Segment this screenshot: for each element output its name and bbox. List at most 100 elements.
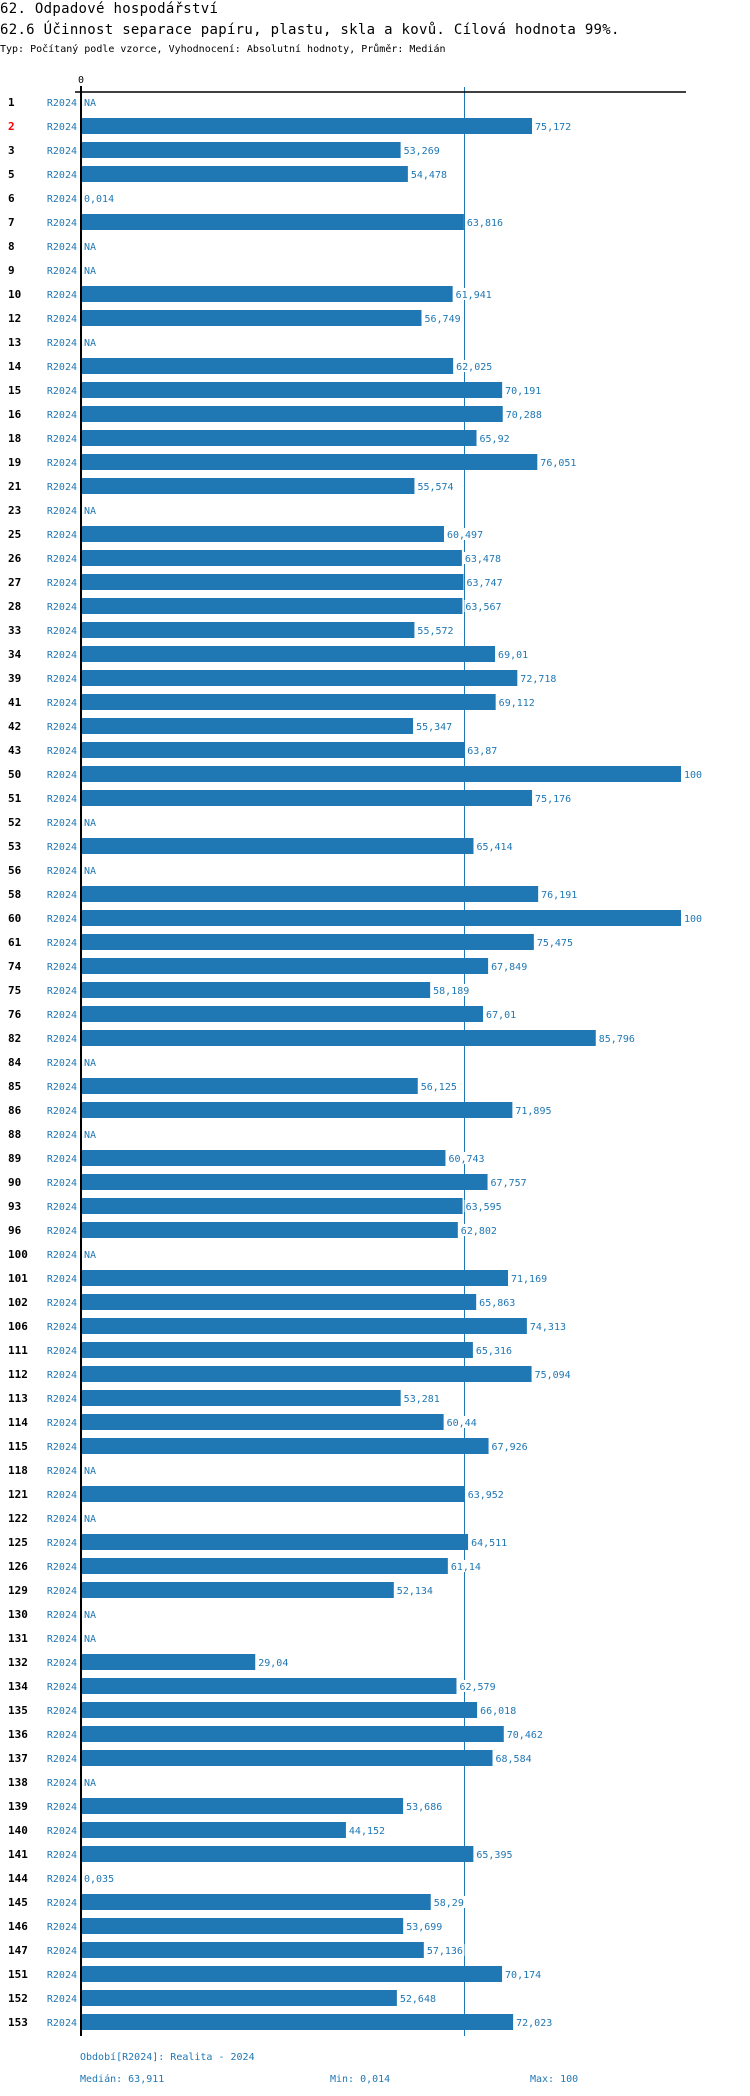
- value-label-bg: [475, 1848, 514, 1860]
- bar: [82, 1726, 504, 1742]
- category-label: 82: [8, 1032, 21, 1045]
- value-label: 69,112: [499, 698, 535, 709]
- bar: [82, 1174, 488, 1190]
- bar: [82, 790, 533, 806]
- category-label: 96: [8, 1224, 22, 1237]
- bar: [82, 1822, 346, 1838]
- bar: [82, 1414, 444, 1430]
- period-label: R2024: [47, 770, 77, 781]
- category-label: 146: [8, 1920, 28, 1933]
- value-label: 58,29: [434, 1898, 464, 1909]
- category-label: 74: [8, 960, 22, 973]
- category-label: 121: [8, 1488, 28, 1501]
- value-label-bg: [597, 1032, 637, 1044]
- category-label: 27: [8, 576, 21, 589]
- bar: [82, 838, 474, 854]
- value-label: 68,584: [496, 1754, 532, 1765]
- category-label: 137: [8, 1752, 28, 1765]
- period-label: R2024: [47, 1346, 77, 1357]
- bar: [82, 574, 464, 590]
- bar: [82, 958, 489, 974]
- period-label: R2024: [47, 530, 77, 541]
- period-label: R2024: [47, 1178, 77, 1189]
- bar: [82, 1918, 404, 1934]
- value-label-bg: [409, 168, 449, 180]
- category-label: 76: [8, 1008, 22, 1021]
- period-label: R2024: [47, 1562, 77, 1573]
- period-label: R2024: [47, 1058, 77, 1069]
- bar: [82, 310, 422, 326]
- bar: [82, 214, 464, 230]
- period-label: R2024: [47, 1370, 77, 1381]
- value-label-bg: [432, 984, 471, 996]
- value-label-bg: [478, 1296, 517, 1308]
- category-label: 111: [8, 1344, 28, 1357]
- value-label-bg: [83, 336, 98, 348]
- category-label: 89: [8, 1152, 21, 1165]
- period-label: R2024: [47, 1682, 77, 1693]
- value-label-bg: [83, 240, 98, 252]
- period-label: R2024: [47, 1130, 77, 1141]
- bar: [82, 1006, 484, 1022]
- value-label-bg: [257, 1656, 290, 1668]
- bar: [82, 1366, 532, 1382]
- value-label: 65,863: [479, 1298, 515, 1309]
- value-label-bg: [474, 1344, 514, 1356]
- period-label: R2024: [47, 674, 77, 685]
- value-label: 63,87: [467, 746, 497, 757]
- category-label: 152: [8, 1992, 28, 2005]
- value-label-bg: [519, 672, 558, 684]
- period-label: R2024: [47, 194, 77, 205]
- category-label: 21: [8, 480, 22, 493]
- bar: [82, 622, 415, 638]
- value-label: 62,579: [459, 1682, 495, 1693]
- bar: [82, 430, 477, 446]
- value-label: 76,051: [540, 458, 576, 469]
- value-label: NA: [84, 1250, 96, 1261]
- value-label-bg: [83, 1776, 98, 1788]
- category-label: 130: [8, 1608, 28, 1621]
- period-label: R2024: [47, 458, 77, 469]
- category-label: 53: [8, 840, 21, 853]
- bar: [82, 382, 503, 398]
- value-label: 54,478: [411, 170, 447, 181]
- value-label: 74,313: [530, 1322, 566, 1333]
- category-label: 61: [8, 936, 22, 949]
- period-label: R2024: [47, 626, 77, 637]
- category-label: 60: [8, 912, 21, 925]
- value-label: 62,802: [461, 1226, 497, 1237]
- category-label: 114: [8, 1416, 28, 1429]
- bar: [82, 1078, 418, 1094]
- bar: [82, 742, 465, 758]
- category-label: 5: [8, 168, 15, 181]
- category-label: 14: [8, 360, 22, 373]
- period-label: R2024: [47, 1106, 77, 1117]
- period-label: R2024: [47, 1610, 77, 1621]
- value-label-bg: [449, 1560, 483, 1572]
- value-label-bg: [454, 288, 494, 300]
- period-label: R2024: [47, 98, 77, 109]
- category-label: 56: [8, 864, 22, 877]
- period-label: R2024: [47, 1538, 77, 1549]
- value-label: 67,926: [492, 1442, 528, 1453]
- value-label-bg: [540, 888, 579, 900]
- value-label: 71,895: [515, 1106, 551, 1117]
- period-label: R2024: [47, 146, 77, 157]
- category-label: 15: [8, 384, 21, 397]
- x-tick-label: 0: [78, 75, 84, 86]
- bar: [82, 886, 539, 902]
- value-label-bg: [515, 2016, 554, 2028]
- category-label: 136: [8, 1728, 28, 1741]
- value-label: 52,134: [397, 1586, 433, 1597]
- value-label-bg: [489, 1176, 529, 1188]
- value-label-bg: [464, 600, 504, 612]
- value-label-bg: [83, 264, 98, 276]
- value-label-bg: [83, 192, 116, 204]
- indicator-meta: Typ: Počítaný podle vzorce, Vyhodnocení:…: [0, 44, 446, 55]
- period-label: R2024: [47, 1034, 77, 1045]
- category-label: 42: [8, 720, 21, 733]
- bar: [82, 1990, 397, 2006]
- bar: [82, 1486, 465, 1502]
- bar: [82, 1270, 509, 1286]
- category-label: 10: [8, 288, 21, 301]
